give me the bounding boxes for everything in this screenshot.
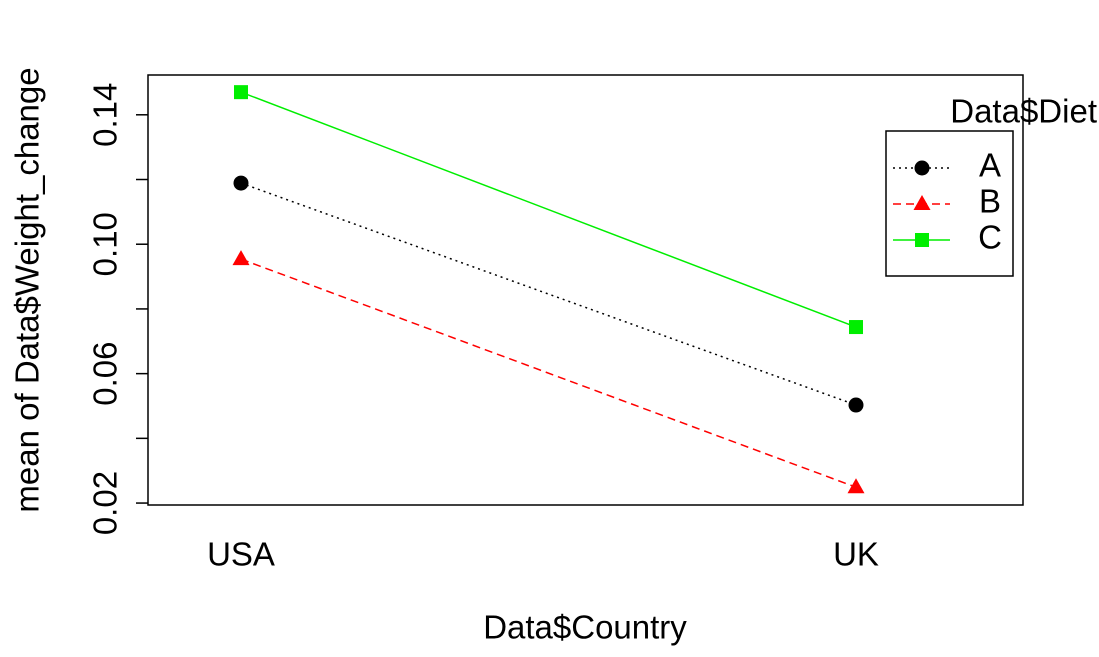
- data-point: [232, 250, 250, 266]
- data-point: [847, 478, 865, 494]
- y-tick-label: 0.02: [87, 471, 124, 535]
- legend-title: Data$Diet: [950, 93, 1097, 130]
- legend-marker: [915, 233, 929, 247]
- y-axis-label: mean of Data$Weight_change: [9, 67, 46, 512]
- x-tick-label: USA: [207, 536, 275, 573]
- legend-marker: [914, 160, 930, 176]
- legend-label: B: [979, 183, 1001, 220]
- y-tick-label: 0.14: [87, 83, 124, 147]
- data-point: [849, 320, 863, 335]
- data-point: [848, 397, 864, 413]
- series-line: [240, 258, 857, 488]
- legend-box: [885, 130, 1014, 277]
- x-tick-label: UK: [833, 536, 879, 573]
- legend-label: A: [979, 147, 1001, 184]
- data-point: [233, 175, 249, 191]
- series-line: [240, 91, 857, 328]
- legend-marker: [913, 195, 931, 210]
- x-axis-label: Data$Country: [483, 609, 687, 646]
- data-point: [234, 85, 248, 100]
- y-tick-label: 0.06: [87, 342, 124, 406]
- y-tick-label: 0.10: [87, 212, 124, 276]
- legend-label: C: [978, 219, 1002, 256]
- series-line: [240, 182, 857, 406]
- plot-box: [147, 74, 1024, 506]
